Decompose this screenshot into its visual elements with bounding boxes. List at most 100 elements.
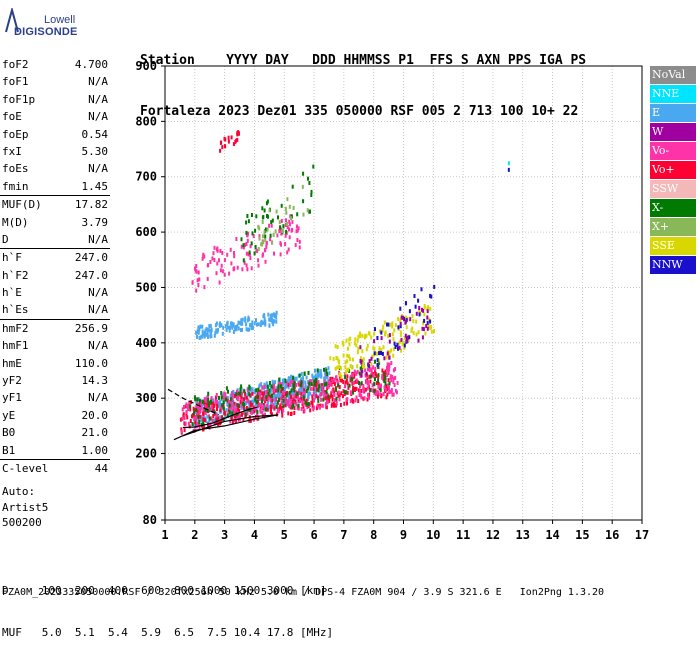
- echo-point: [203, 334, 206, 339]
- echo-point: [257, 322, 260, 327]
- y-tick-label: 500: [135, 280, 157, 294]
- echo-point: [295, 402, 298, 407]
- echo-point: [250, 387, 253, 391]
- echo-point: [374, 366, 377, 371]
- x-tick-label: 10: [426, 528, 440, 542]
- echo-point: [407, 338, 410, 343]
- echo-point: [244, 318, 247, 323]
- echo-point: [316, 375, 319, 379]
- echo-point: [183, 428, 186, 433]
- echo-point: [260, 320, 263, 325]
- echo-point: [290, 380, 293, 384]
- echo-point: [220, 395, 223, 400]
- echo-point: [191, 413, 194, 418]
- echo-point: [322, 397, 325, 402]
- echo-point: [383, 356, 386, 361]
- echo-point: [273, 251, 275, 256]
- echo-point: [321, 403, 324, 408]
- echo-point: [399, 306, 402, 311]
- echo-point: [299, 386, 302, 391]
- echo-point: [368, 392, 371, 397]
- echo-point: [198, 410, 201, 414]
- legend-item-vo: Vo-: [650, 142, 696, 160]
- echo-point: [195, 288, 198, 293]
- echo-point: [331, 389, 334, 394]
- echo-point: [272, 233, 275, 237]
- echo-point: [427, 323, 430, 328]
- echo-point: [344, 375, 347, 380]
- echo-point: [376, 358, 379, 363]
- echo-point: [348, 383, 351, 388]
- param-row-mufd: MUF(D) 17.82: [0, 196, 112, 213]
- echo-point: [242, 417, 245, 422]
- echo-point: [289, 376, 292, 381]
- echo-point: [404, 320, 407, 325]
- echo-point: [376, 336, 379, 340]
- echo-point: [339, 403, 342, 407]
- echo-point: [264, 234, 267, 239]
- echo-point: [268, 323, 271, 328]
- echo-point: [304, 400, 307, 405]
- echo-point: [282, 382, 285, 387]
- echo-point: [286, 222, 288, 226]
- echo-point: [370, 362, 373, 367]
- echo-point: [306, 405, 309, 410]
- echo-point: [383, 372, 386, 377]
- echo-point: [284, 206, 287, 211]
- echo-point: [212, 418, 215, 423]
- echo-point: [272, 397, 275, 402]
- echo-point: [204, 408, 207, 412]
- echo-point: [252, 401, 254, 406]
- echo-point: [274, 388, 277, 393]
- echo-point: [308, 402, 311, 407]
- echo-point: [354, 398, 357, 403]
- echo-point: [338, 364, 341, 369]
- echo-point: [288, 219, 291, 224]
- echo-point: [291, 379, 294, 384]
- echo-point: [301, 400, 304, 404]
- echo-point: [279, 225, 282, 230]
- echo-point: [280, 203, 283, 208]
- echo-point: [246, 214, 249, 218]
- param-name: hmF1: [2, 339, 29, 353]
- echo-point: [359, 366, 362, 371]
- echo-point: [265, 227, 267, 232]
- echo-point: [392, 368, 395, 373]
- echo-point: [250, 402, 253, 407]
- param-value: N/A: [88, 232, 108, 246]
- echo-point: [274, 380, 277, 385]
- echo-point: [223, 391, 226, 396]
- echo-point: [263, 391, 266, 396]
- ionogram-plot: 1 2 3 4 5 6 7 8 9 10 11 12 13 14 15 16 17 80200300400500…: [135, 59, 649, 542]
- echo-point: [263, 230, 266, 235]
- echo-point: [333, 392, 336, 397]
- echo-point: [344, 370, 347, 375]
- echo-point: [209, 416, 212, 421]
- echo-point: [387, 322, 390, 327]
- echo-point: [257, 387, 260, 392]
- echo-point: [205, 327, 208, 331]
- echo-point: [219, 408, 222, 413]
- echo-point: [404, 301, 407, 306]
- echo-point: [292, 397, 295, 401]
- echo-point: [426, 309, 429, 314]
- x-tick-label: 3: [221, 528, 228, 542]
- echo-point: [296, 212, 299, 217]
- echo-point: [289, 405, 292, 410]
- echo-point: [278, 377, 281, 382]
- echo-point: [285, 218, 287, 223]
- param-name: fxI: [2, 144, 22, 158]
- echo-point: [203, 397, 206, 402]
- echo-point: [331, 397, 334, 402]
- echo-point: [269, 313, 272, 318]
- param-value: 21.0: [81, 426, 109, 440]
- echo-point: [280, 227, 282, 232]
- echo-point: [222, 325, 225, 330]
- echo-point: [250, 326, 253, 331]
- param-name: foF2: [2, 58, 29, 71]
- param-name: M(D): [2, 215, 29, 229]
- echo-point: [270, 317, 273, 321]
- echo-point: [295, 376, 298, 381]
- echo-point: [229, 397, 232, 402]
- echo-point: [285, 229, 288, 234]
